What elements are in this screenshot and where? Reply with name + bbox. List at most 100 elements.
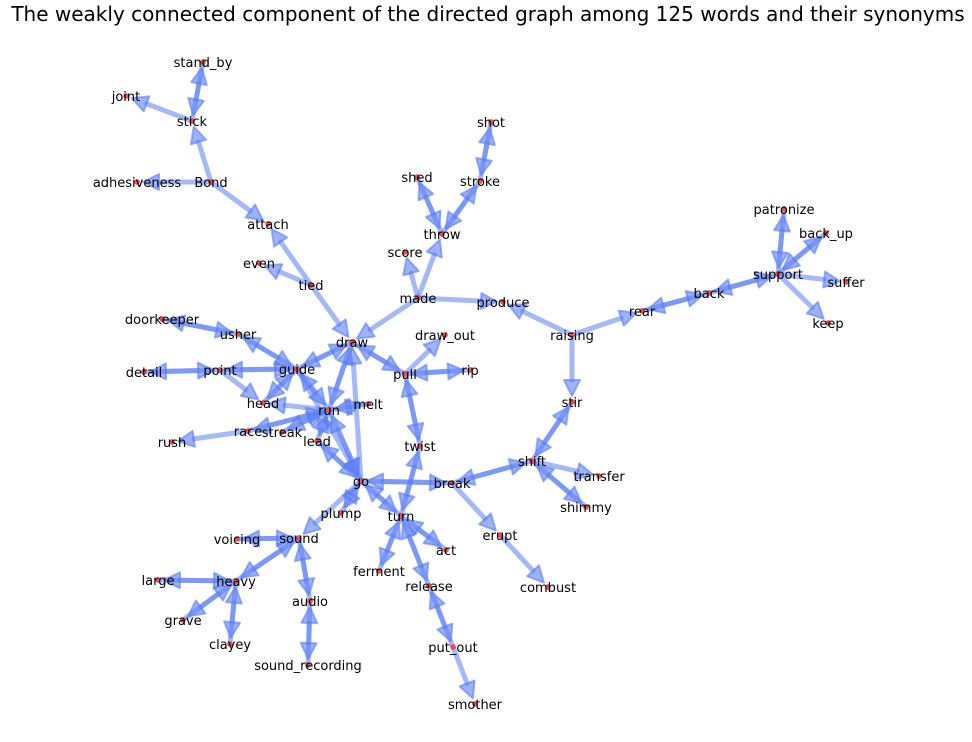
node-rip: rip <box>461 364 478 379</box>
node-attach: attach <box>247 218 289 233</box>
node-label: head <box>247 397 279 412</box>
node-label: release <box>405 580 452 595</box>
node-dot <box>442 332 448 338</box>
node-label: adhesiveness <box>93 176 182 191</box>
edge-back_up-to-support <box>781 230 829 272</box>
node-label: rip <box>461 364 478 379</box>
node-heavy: heavy <box>216 575 256 590</box>
node-dot <box>134 179 140 185</box>
node-label: twist <box>404 440 435 455</box>
node-support: support <box>753 268 803 283</box>
edge-patronize-to-support <box>771 206 789 270</box>
node-dot <box>159 316 165 322</box>
node-label: streak <box>262 426 303 441</box>
node-score: score <box>388 246 423 261</box>
node-dot <box>245 428 251 434</box>
edge-melt-to-run <box>333 397 371 416</box>
edge-doorkeeper-to-usher <box>159 316 234 339</box>
node-dot <box>488 119 494 125</box>
node-label: usher <box>220 328 257 343</box>
node-label: erupt <box>483 529 518 544</box>
node-dot <box>415 295 421 301</box>
node-dot <box>256 260 262 266</box>
edge-clayey-to-heavy <box>224 585 243 647</box>
node-even: even <box>243 257 275 272</box>
node-joint: joint <box>111 90 141 105</box>
edge-stroke-to-throw <box>444 178 483 231</box>
node-dot <box>233 578 239 584</box>
edge-turn-to-twist <box>398 450 423 519</box>
node-tied: tied <box>299 279 324 294</box>
edge-tied-to-attach <box>270 227 314 288</box>
node-label: pull <box>393 368 417 383</box>
node-sound: sound <box>279 532 318 547</box>
node-keep: keep <box>812 317 843 332</box>
node-dot <box>450 644 456 650</box>
node-dot <box>305 662 311 668</box>
node-rear: rear <box>629 305 656 320</box>
node-dot <box>338 510 344 516</box>
node-label: back <box>694 287 725 302</box>
node-label: even <box>243 257 275 272</box>
node-transfer: transfer <box>573 470 625 485</box>
node-dot <box>314 438 320 444</box>
edge-stand_by-to-stick <box>187 59 206 117</box>
edge-break-to-shift <box>449 458 528 486</box>
node-streak: streak <box>262 426 303 441</box>
chart-title: The weakly connected component of the di… <box>10 2 964 26</box>
node-label: stick <box>177 115 208 130</box>
edge-shot-to-stroke <box>475 119 494 177</box>
node-dot <box>775 271 781 277</box>
node-label: shift <box>518 455 546 470</box>
edge-raising-to-rear <box>569 309 638 338</box>
node-label: heavy <box>216 575 256 590</box>
node-erupt: erupt <box>483 529 518 544</box>
node-dot <box>545 584 551 590</box>
edge-twist-to-pull <box>400 378 423 449</box>
node-label: run <box>318 404 340 419</box>
edge-raising-to-produce <box>507 303 575 338</box>
node-dot <box>706 290 712 296</box>
node-dot <box>180 617 186 623</box>
edge-pull-to-draw_out <box>402 338 442 377</box>
node-label: doorkeeper <box>125 313 200 328</box>
node-guide: guide <box>279 363 315 378</box>
node-label: rush <box>158 436 187 451</box>
node-dot <box>123 93 129 99</box>
edge-support-to-suffer <box>775 270 842 289</box>
edge-point-to-guide <box>217 360 293 379</box>
node-draw: draw <box>336 336 369 351</box>
edge-rip-to-pull <box>409 363 473 382</box>
node-usher: usher <box>220 328 257 343</box>
node-lead: lead <box>303 435 331 450</box>
edge-release-to-turn <box>400 520 432 589</box>
node-dot <box>843 279 849 285</box>
node-run: run <box>318 404 340 419</box>
node-label: score <box>388 246 423 261</box>
node-adhesiveness: adhesiveness <box>93 176 182 191</box>
edge-made-to-produce <box>415 291 499 310</box>
node-stir: stir <box>562 396 583 411</box>
node-dot <box>596 473 602 479</box>
node-label: plump <box>320 507 361 522</box>
edge-support-to-keep <box>775 271 825 320</box>
node-label: support <box>753 268 803 283</box>
node-dot <box>294 366 300 372</box>
node-dot <box>141 369 147 375</box>
edge-shed-to-throw <box>414 174 442 230</box>
node-label: raising <box>550 329 594 344</box>
node-head: head <box>247 397 279 412</box>
node-dot <box>155 577 161 583</box>
node-voicing: voicing <box>214 533 261 548</box>
edge-sound_recording-to-audio <box>300 605 319 668</box>
node-smother: smother <box>448 698 503 713</box>
edge-support-to-back <box>713 271 781 296</box>
node-dot <box>376 568 382 574</box>
node-dot <box>781 206 787 212</box>
node-label: audio <box>292 595 328 610</box>
edge-tied-to-draw <box>308 282 350 339</box>
node-throw: throw <box>424 228 461 243</box>
edge-stir-to-shift <box>534 399 575 458</box>
node-shed: shed <box>401 171 432 186</box>
edge-go-to-draw <box>344 346 364 484</box>
